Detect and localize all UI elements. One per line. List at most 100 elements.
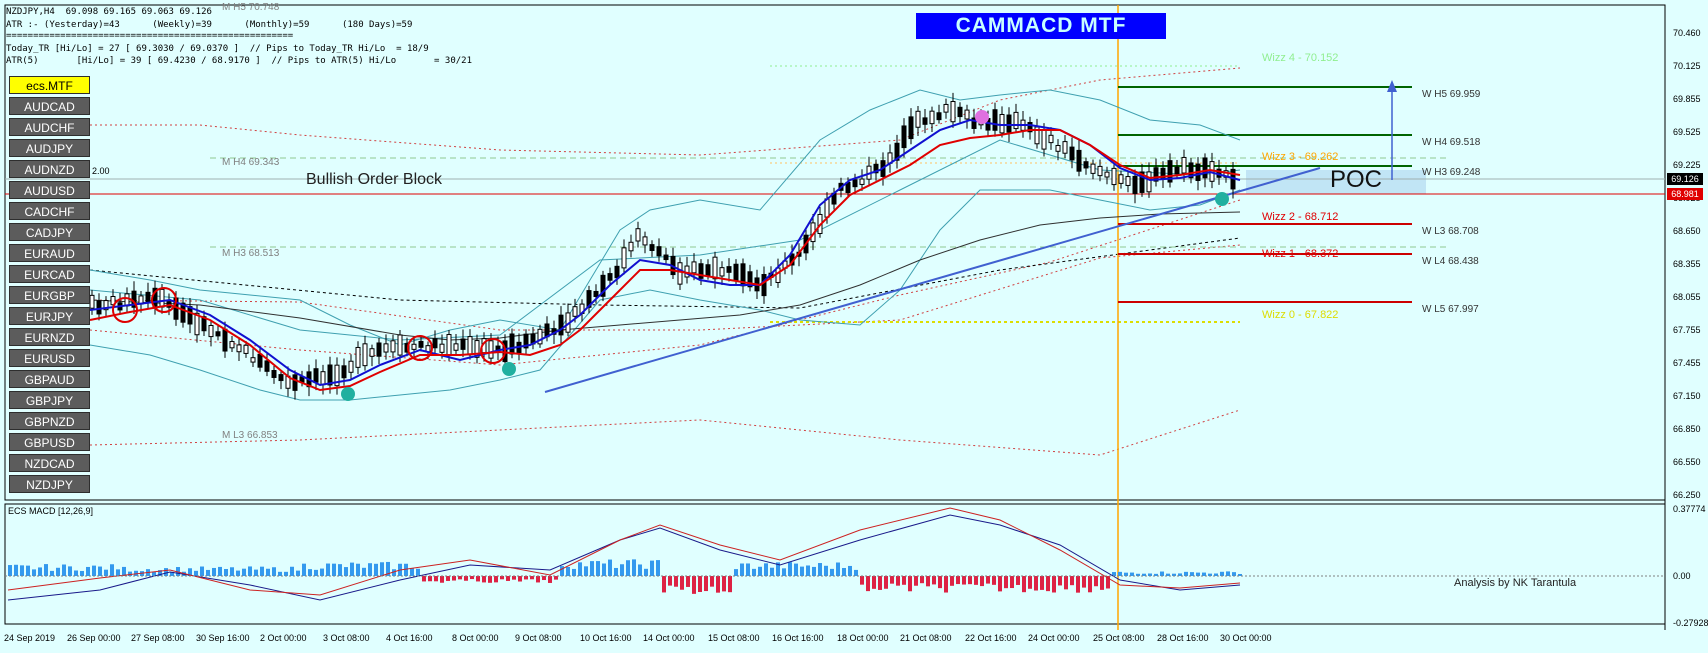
candle-body — [726, 266, 732, 273]
candle-body — [1069, 146, 1075, 161]
macd-bar — [560, 566, 564, 576]
macd-tick-zero: 0.00 — [1673, 571, 1691, 581]
symbol-button-eurcad[interactable]: EURCAD — [9, 265, 90, 283]
macd-bar — [698, 576, 702, 592]
macd-bar — [1040, 576, 1044, 590]
candle-body — [600, 274, 606, 297]
symbol-button-eurgbp[interactable]: EURGBP — [9, 286, 90, 304]
symbol-button-gbpnzd[interactable]: GBPNZD — [9, 412, 90, 430]
candle-body — [236, 344, 242, 353]
candle-body — [488, 340, 494, 359]
macd-bar — [410, 568, 414, 576]
candle-body — [1188, 162, 1194, 179]
date-tick: 26 Sep 00:00 — [67, 633, 121, 643]
date-tick: 22 Oct 16:00 — [965, 633, 1017, 643]
macd-bar — [44, 564, 48, 576]
macd-bar — [404, 563, 408, 576]
candle-body — [691, 261, 697, 274]
atr5-line: ATR(5) [Hi/Lo] = 39 [ 69.4230 / 68.9170 … — [6, 56, 472, 66]
macd-bar — [92, 565, 96, 576]
symbol-button-nzdcad[interactable]: NZDCAD — [9, 454, 90, 472]
symbol-button-cadchf[interactable]: CADCHF — [9, 202, 90, 220]
macd-bar — [1082, 576, 1086, 588]
symbol-button-ecs-mtf[interactable]: ecs.MTF — [9, 76, 90, 94]
macd-bar — [596, 561, 600, 576]
macd-bar — [1100, 576, 1104, 590]
candle-body — [1083, 161, 1089, 169]
symbol-button-gbpaud[interactable]: GBPAUD — [9, 370, 90, 388]
macd-bar — [836, 562, 840, 576]
candle-body — [999, 113, 1005, 134]
candle-body — [1041, 129, 1047, 150]
candle-body — [698, 263, 704, 279]
candle-body — [243, 344, 249, 354]
symbol-button-audusd[interactable]: AUDUSD — [9, 181, 90, 199]
wizz-1-label: Wizz 1 - 68.372 — [1262, 248, 1339, 260]
macd-bar — [848, 565, 852, 576]
symbol-button-gbpjpy[interactable]: GBPJPY — [9, 391, 90, 409]
macd-bar — [116, 569, 120, 576]
candle-body — [313, 368, 319, 383]
atr-line: ATR :- (Yesterday)=43 (Weekly)=39 (Month… — [6, 20, 413, 30]
macd-bar — [272, 567, 276, 576]
macd-bar — [632, 559, 636, 576]
symbol-button-audjpy[interactable]: AUDJPY — [9, 139, 90, 157]
candle-body — [194, 312, 200, 336]
macd-bar — [602, 563, 606, 576]
macd-bar — [134, 570, 138, 576]
macd-bar — [1094, 576, 1098, 587]
macd-bar — [566, 566, 570, 576]
macd-bar — [1106, 576, 1110, 589]
macd-bar — [290, 566, 294, 576]
symbol-button-audchf[interactable]: AUDCHF — [9, 118, 90, 136]
macd-bar — [488, 576, 492, 583]
macd-bar — [104, 569, 108, 576]
symbol-button-eurnzd[interactable]: EURNZD — [9, 328, 90, 346]
macd-bar — [1166, 573, 1170, 576]
candle-body — [215, 331, 221, 337]
today-tr-line: Today_TR [Hi/Lo] = 27 [ 69.3030 / 69.037… — [6, 44, 429, 54]
macd-bar — [494, 576, 498, 583]
candle-body — [733, 263, 739, 281]
signal-line — [7, 507, 1241, 596]
price-tick: 70.125 — [1673, 61, 1701, 71]
symbol-button-euraud[interactable]: EURAUD — [9, 244, 90, 262]
symbol-button-nzdjpy[interactable]: NZDJPY — [9, 475, 90, 493]
candle-body — [159, 288, 165, 308]
candle-body — [1104, 171, 1110, 178]
candle-body — [684, 265, 690, 278]
macd-bar — [170, 571, 174, 576]
price-tick: 69.855 — [1673, 94, 1701, 104]
symbol-button-eurjpy[interactable]: EURJPY — [9, 307, 90, 325]
macd-bar — [950, 576, 954, 586]
symbol-button-eurusd[interactable]: EURUSD — [9, 349, 90, 367]
candle-body — [1125, 176, 1131, 186]
symbol-button-audcad[interactable]: AUDCAD — [9, 97, 90, 115]
candle-body — [894, 142, 900, 161]
symbol-button-cadjpy[interactable]: CADJPY — [9, 223, 90, 241]
symbol-header: NZDJPY,H4 69.098 69.165 69.063 69.126 — [6, 7, 212, 17]
macd-bar — [758, 566, 762, 576]
macd-bar — [416, 568, 420, 576]
macd-bar — [896, 576, 900, 586]
candle-body — [523, 333, 529, 349]
candle-body — [89, 294, 95, 309]
date-tick: 10 Oct 16:00 — [580, 633, 632, 643]
macd-bar — [722, 576, 726, 592]
macd-bar — [662, 576, 666, 593]
weekly-h4-label: W H4 69.518 — [1422, 137, 1481, 148]
symbol-button-gbpusd[interactable]: GBPUSD — [9, 433, 90, 451]
date-tick: 21 Oct 08:00 — [900, 633, 952, 643]
candle-body — [327, 364, 333, 386]
macd-bar — [1076, 576, 1080, 593]
macd-bar — [128, 571, 132, 576]
macd-bar — [986, 576, 990, 584]
symbol-button-audnzd[interactable]: AUDNZD — [9, 160, 90, 178]
candle-body — [901, 125, 907, 149]
macd-bar — [992, 576, 996, 585]
macd-bar — [8, 565, 12, 576]
macd-bar — [476, 576, 480, 582]
separator-line: ========================================… — [6, 31, 294, 41]
price-tick: 67.755 — [1673, 325, 1701, 335]
